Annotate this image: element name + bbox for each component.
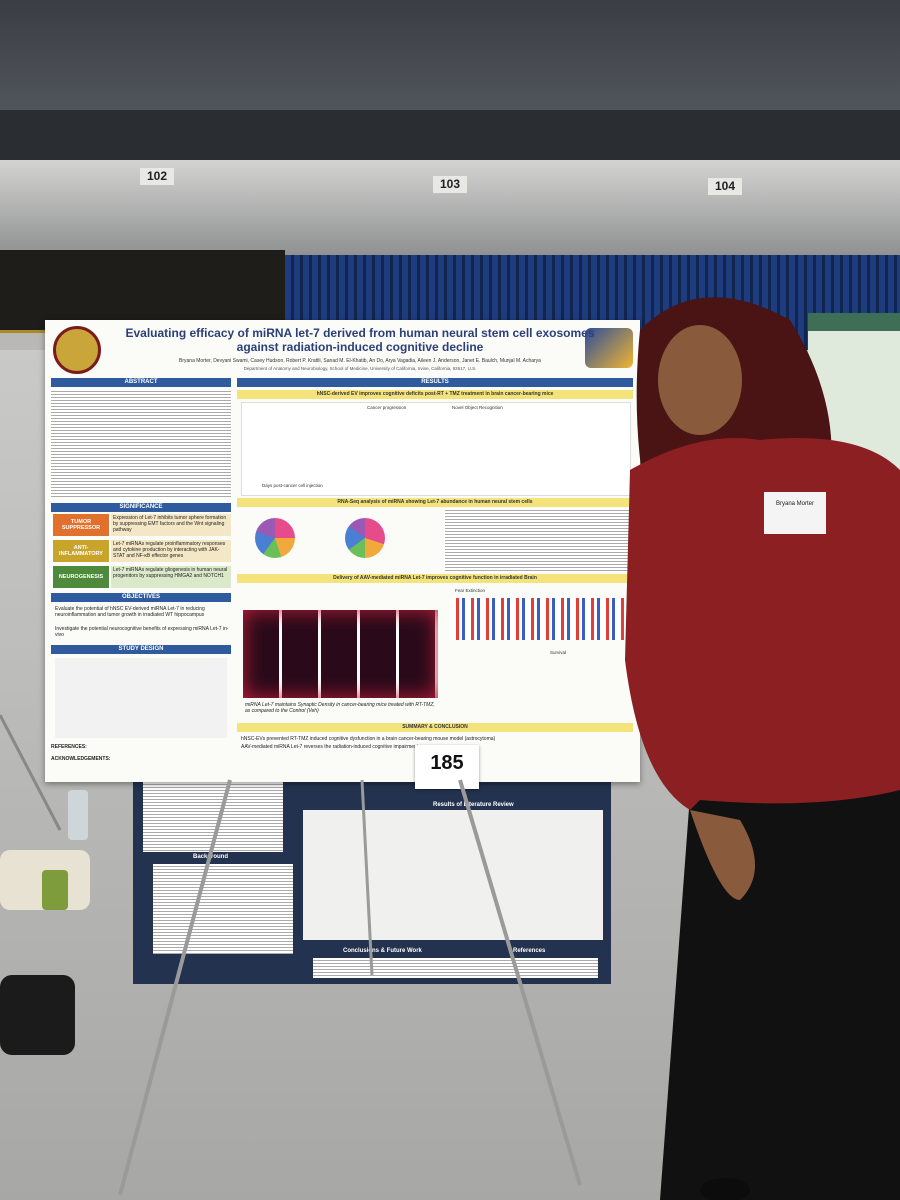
lower-heading: References	[513, 948, 546, 954]
pie	[255, 518, 295, 558]
lower-heading: Conclusions & Future Work	[343, 948, 422, 954]
objective: Evaluate the potential of hNSC EV-derive…	[55, 606, 205, 618]
lower-heading: Results of Literature Review	[433, 802, 514, 808]
caption: miRNA Let-7 maintains Synaptic Density i…	[245, 702, 435, 714]
objective: Investigate the potential neurocognitive…	[55, 626, 229, 638]
graph-label: Days post-cancer cell injection	[262, 483, 323, 488]
summary-item: hNSC-EVs prevented RT-TMZ induced cognit…	[241, 736, 496, 742]
table	[445, 508, 629, 572]
summary-item: AAV-mediated miRNA Let-7 reverses the ra…	[241, 744, 421, 750]
banner	[0, 250, 285, 333]
logo	[585, 328, 633, 368]
section-sign: 104	[708, 178, 742, 195]
name-tag: Bryana Morter	[776, 501, 814, 507]
graph-label: Fear Extinction	[455, 588, 486, 593]
graph-label: Novel Object Recognition	[452, 405, 503, 410]
poster-title: Evaluating efficacy of miRNA let-7 deriv…	[125, 326, 595, 354]
significance-text: Let-7 miRNAs regulate gliogenesis in hum…	[111, 566, 231, 588]
section-heading: ABSTRACT	[51, 378, 231, 387]
panel	[313, 958, 598, 978]
section-sign: 102	[140, 168, 174, 185]
summary-heading: SUMMARY & CONCLUSION	[237, 723, 633, 732]
panel	[303, 810, 603, 940]
section-heading: STUDY DESIGN	[51, 645, 231, 654]
authors: Bryana Morter, Devyani Swami, Casey Huds…	[179, 358, 541, 364]
pie	[345, 518, 385, 558]
section-sign: 103	[433, 176, 467, 193]
section-heading: SIGNIFICANCE	[51, 503, 231, 512]
acknowledgements-label: ACKNOWLEDGEMENTS:	[51, 756, 111, 762]
seal	[53, 326, 101, 374]
significance-text: Let-7 miRNAs regulate proinflammatory re…	[111, 540, 231, 562]
section-heading: OBJECTIVES	[51, 593, 231, 602]
poster-number-card: 185	[415, 745, 479, 789]
significance-label: TUMOR SUPPRESSOR	[53, 514, 109, 536]
results-heading: Delivery of AAV-mediated miRNA Let-7 imp…	[237, 574, 633, 583]
significance-label: ANTI-INFLAMMATORY	[53, 540, 109, 562]
poster: Evaluating efficacy of miRNA let-7 deriv…	[45, 320, 640, 782]
ceiling-beam	[0, 110, 900, 160]
micrographs	[243, 610, 438, 698]
results-heading: RNA-Seq analysis of miRNA showing Let-7 …	[237, 498, 633, 507]
graph-label: Survival	[550, 650, 567, 655]
section-heading: RESULTS	[237, 378, 633, 387]
graph-panel: Novel Object Recognition Cancer progress…	[241, 402, 631, 496]
significance-text: Expression of Let-7 inhibits tumor spher…	[111, 514, 231, 536]
bar-graph	[450, 598, 630, 640]
references-label: REFERENCES:	[51, 744, 87, 750]
results-heading: hNSC-derived EV improves cognitive defic…	[237, 390, 633, 399]
abstract-text	[51, 389, 231, 499]
significance-label: NEUROGENESIS	[53, 566, 109, 588]
panel	[153, 864, 293, 954]
study-design-figure	[55, 658, 227, 738]
affiliation: Department of Anatomy and Neurobiology, …	[243, 366, 477, 371]
graph-label: Cancer progression	[367, 405, 407, 410]
